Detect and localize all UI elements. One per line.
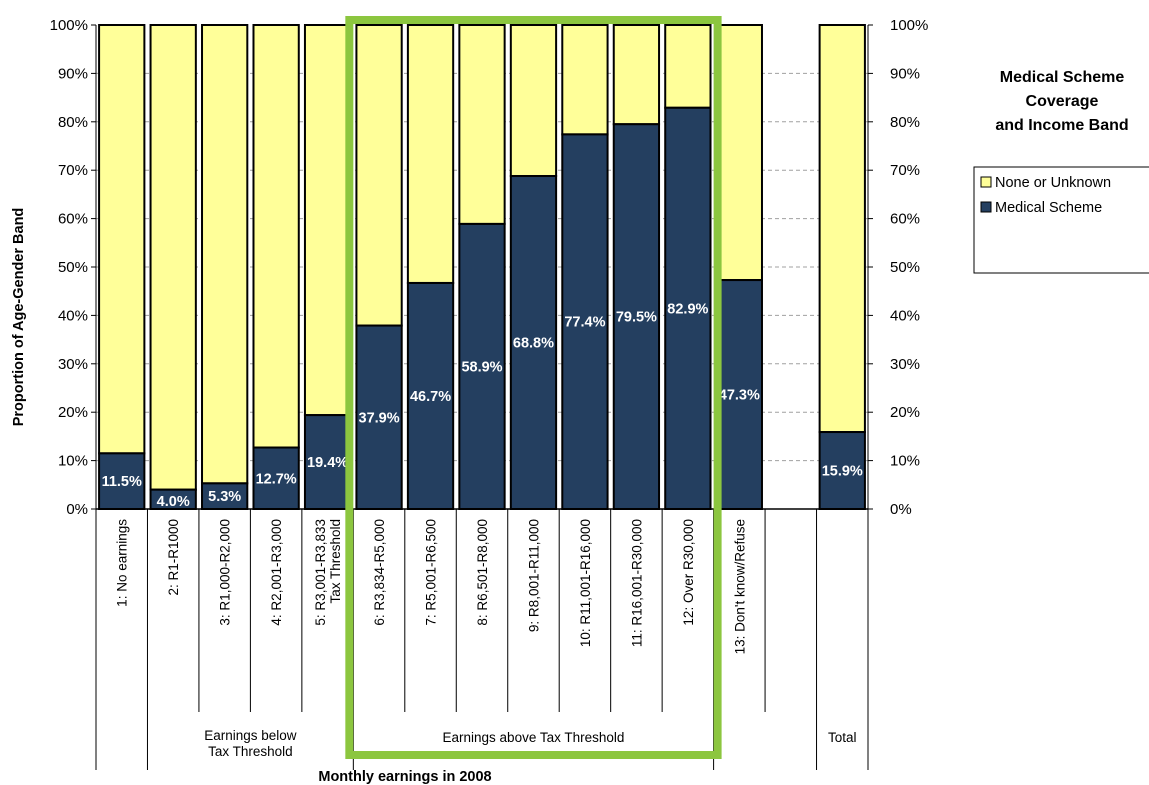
highlight-box <box>345 16 722 759</box>
category-label: 6: R3,834-R5,000 <box>372 519 387 626</box>
bar-none-or-unknown <box>561 24 609 136</box>
y-tick-label-left: 50% <box>58 259 88 276</box>
bar-none-or-unknown <box>509 24 558 178</box>
chart-title-line: Coverage <box>1026 93 1099 110</box>
data-label: 19.4% <box>307 455 348 471</box>
bars <box>98 24 866 511</box>
group-label: Tax Threshold <box>208 744 293 759</box>
legend: None or Unknown Medical Scheme <box>973 166 1149 274</box>
chart-title-line: Medical Scheme <box>1000 69 1125 86</box>
bar-none-or-unknown <box>252 24 300 449</box>
y-tick-label-right: 20% <box>890 404 920 421</box>
category-label: 11: R16,001-R30,000 <box>629 519 644 647</box>
data-label: 4.0% <box>157 494 190 510</box>
y-tick-label-left: 20% <box>58 404 88 421</box>
y-tick-label-left: 90% <box>58 65 88 82</box>
bar-none-or-unknown <box>715 24 763 282</box>
bar-none-or-unknown <box>303 24 352 417</box>
y-tick-label-left: 30% <box>58 356 88 373</box>
y-tick-label-right: 0% <box>890 501 912 518</box>
bar-none-or-unknown <box>406 24 455 284</box>
bar-none-or-unknown <box>458 24 506 225</box>
category-label: 7: R5,001-R6,500 <box>424 519 439 626</box>
category-label: 2: R1-R1000 <box>166 519 181 596</box>
bar-medical-scheme <box>561 133 609 510</box>
data-label: 47.3% <box>719 388 760 404</box>
y-tick-label-right: 40% <box>890 307 920 324</box>
bar-none-or-unknown <box>201 24 249 485</box>
y-tick-label-left: 100% <box>50 17 88 34</box>
y-axis-title: Proportion of Age-Gender Band <box>11 208 27 427</box>
category-label: 8: R6,501-R8,000 <box>475 519 490 626</box>
category-label: 9: R8,001-R11,000 <box>526 519 541 632</box>
bar-none-or-unknown <box>664 24 712 109</box>
legend-box <box>973 166 1149 274</box>
y-tick-label-right: 30% <box>890 356 920 373</box>
data-label: 12.7% <box>256 471 297 487</box>
data-label: 37.9% <box>359 410 400 426</box>
bar-medical-scheme <box>458 222 506 510</box>
highlight-rectangle <box>345 16 722 759</box>
y-tick-label-left: 40% <box>58 307 88 324</box>
y-tick-label-right: 90% <box>890 65 920 82</box>
data-label: 58.9% <box>461 359 502 375</box>
legend-label: None or Unknown <box>995 175 1111 191</box>
category-label: 13: Don't know/Refuse <box>732 519 747 654</box>
bar-none-or-unknown <box>355 24 403 327</box>
bar-none-or-unknown <box>149 24 197 491</box>
y-tick-label-left: 10% <box>58 453 88 470</box>
category-label: 4: R2,001-R3,000 <box>269 519 284 626</box>
legend-label: Medical Scheme <box>995 200 1102 216</box>
y-tick-label-right: 60% <box>890 211 920 228</box>
y-tick-label-right: 80% <box>890 114 920 131</box>
bar-medical-scheme <box>715 279 763 510</box>
y-tick-label-right: 10% <box>890 453 920 470</box>
y-tick-label-right: 70% <box>890 162 920 179</box>
category-labels: 1: No earnings 2: R1-R1000 3: R1,000-R2,00… <box>115 519 748 655</box>
data-label: 82.9% <box>667 301 708 317</box>
category-label: 5: R3,001-R3,833 <box>313 519 328 626</box>
data-label: 5.3% <box>208 489 241 505</box>
category-label: 10: R11,001-R16,000 <box>578 519 593 647</box>
chart-title-line: and Income Band <box>995 117 1128 134</box>
bar-none-or-unknown <box>612 24 661 126</box>
bar-medical-scheme <box>509 175 558 510</box>
data-label: 15.9% <box>822 464 863 480</box>
group-label: Total <box>828 730 857 745</box>
bar-medical-scheme <box>818 431 866 511</box>
group-label: Earnings below <box>204 728 297 743</box>
category-label: Tax Threshold <box>328 519 343 604</box>
category-label: 3: R1,000-R2,000 <box>218 519 233 626</box>
data-labels: 11.5% 4.0% 5.3% 12.7% 19.4% 37.9% 46.7% 58.9% 68… <box>102 301 863 510</box>
legend-swatch <box>980 176 992 188</box>
category-label: 1: No earnings <box>115 519 130 607</box>
bar-none-or-unknown <box>818 24 866 434</box>
data-label: 79.5% <box>616 310 657 326</box>
y-tick-label-left: 80% <box>58 114 88 131</box>
data-label: 11.5% <box>102 474 142 490</box>
y-tick-label-left: 70% <box>58 162 88 179</box>
chart-title: Medical Scheme Coverage and Income Band <box>995 69 1128 134</box>
bar-none-or-unknown <box>98 24 146 455</box>
data-label: 77.4% <box>564 315 605 331</box>
y-tick-label-right: 50% <box>890 259 920 276</box>
group-label: Earnings above Tax Threshold <box>443 730 625 745</box>
x-axis-title: Monthly earnings in 2008 <box>318 769 491 785</box>
y-tick-label-left: 60% <box>58 211 88 228</box>
y-tick-label-left: 0% <box>66 501 88 518</box>
data-label: 68.8% <box>513 336 554 352</box>
category-label: 12: Over R30,000 <box>681 519 696 626</box>
data-label: 46.7% <box>410 389 451 405</box>
legend-swatch <box>980 201 992 213</box>
bar-medical-scheme <box>664 106 712 510</box>
y-tick-label-right: 100% <box>890 17 928 34</box>
